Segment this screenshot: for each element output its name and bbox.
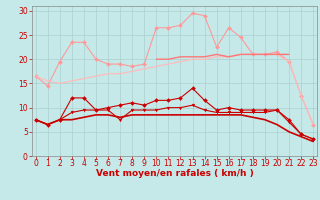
X-axis label: Vent moyen/en rafales ( km/h ): Vent moyen/en rafales ( km/h ) bbox=[96, 169, 253, 178]
